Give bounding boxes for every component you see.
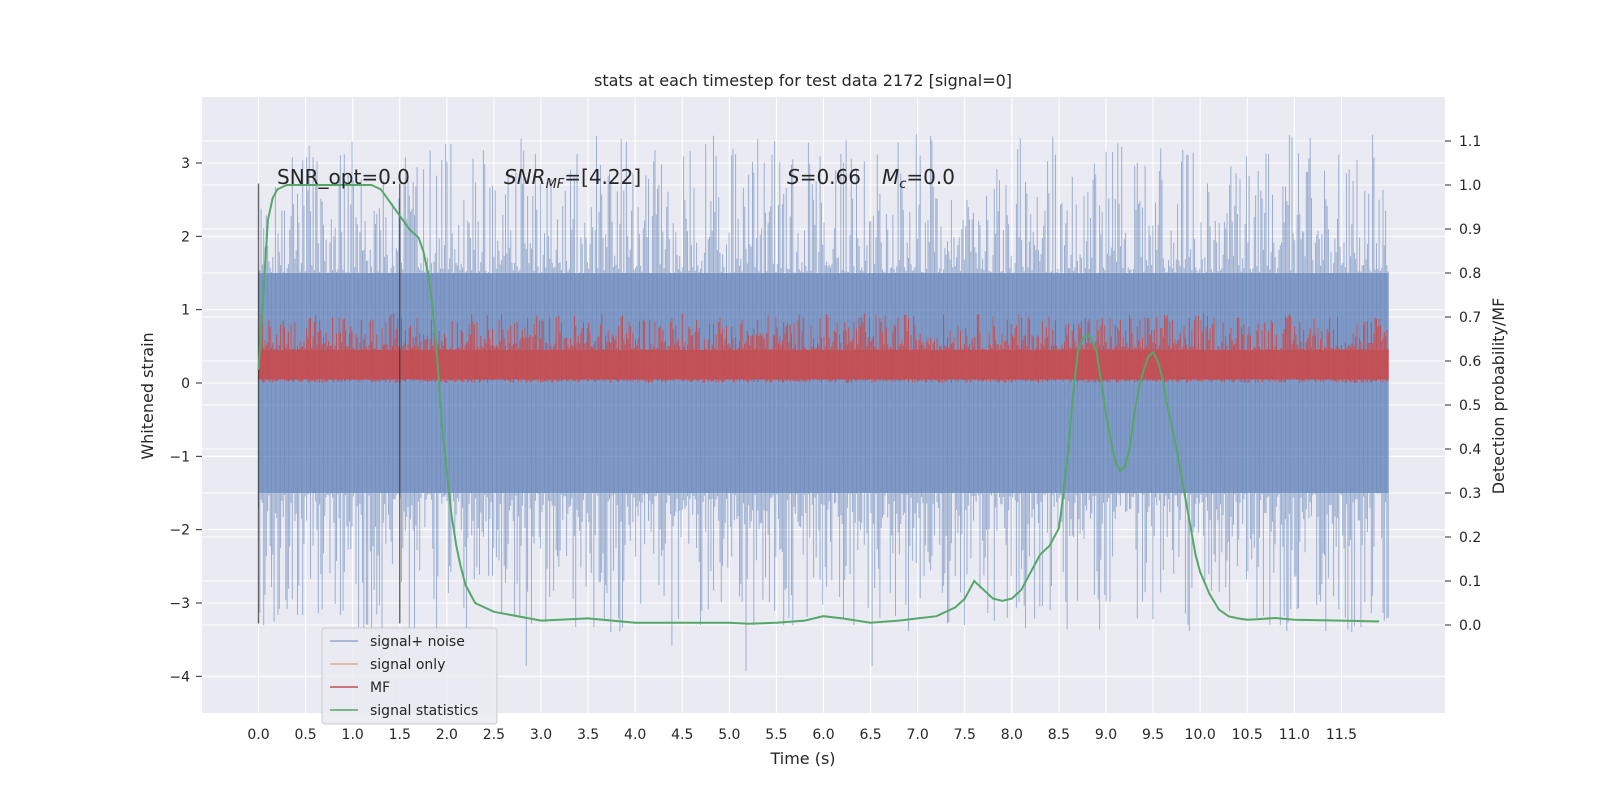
x-tick-label: 10.0: [1185, 727, 1216, 743]
annotation-snr-mf-value: =[4.22]: [564, 165, 641, 189]
x-tick-label: 8.0: [1001, 727, 1023, 743]
x-tick-label: 11.5: [1326, 727, 1357, 743]
y2-tick-label: 0.4: [1459, 442, 1481, 458]
x-tick-label: 1.5: [389, 727, 411, 743]
x-axis-label: Time (s): [769, 749, 835, 768]
x-tick-label: 9.5: [1142, 727, 1164, 743]
annotation-s: S=0.66: [787, 165, 861, 189]
x-tick-label: 0.0: [247, 727, 269, 743]
annotation-snr-opt: SNR_opt=0.0: [277, 165, 410, 189]
annotation-s-symbol: S: [787, 165, 800, 189]
x-tick-label: 5.5: [765, 727, 787, 743]
y2-tick-label: 1.0: [1459, 178, 1481, 194]
legend: signal+ noise signal only MF signal stat…: [321, 627, 498, 725]
y2-tick-label: 1.1: [1459, 134, 1481, 150]
y-tick-label: −1: [169, 449, 190, 465]
y-tick-label: −4: [169, 669, 190, 685]
annotation-mc-subscript: c: [899, 177, 906, 192]
x-tick-label: 3.0: [530, 727, 552, 743]
y2-tick-label: 0.0: [1459, 618, 1481, 634]
y-tick-label: 2: [181, 229, 190, 245]
legend-label-signal-statistics: signal statistics: [370, 703, 478, 719]
x-tick-label: 2.0: [436, 727, 458, 743]
x-tick-label: 2.5: [483, 727, 505, 743]
x-tick-label: 0.5: [294, 727, 316, 743]
x-tick-label: 8.5: [1048, 727, 1070, 743]
x-tick-label: 4.5: [671, 727, 693, 743]
y-tick-label: 0: [181, 376, 190, 392]
x-tick-label: 6.0: [812, 727, 834, 743]
x-tick-label: 9.0: [1095, 727, 1117, 743]
x-tick-label: 3.5: [577, 727, 599, 743]
annotation-mc-symbol: M: [882, 165, 899, 189]
chart-title: stats at each timestep for test data 217…: [594, 71, 1012, 90]
y2-tick-label: 0.2: [1459, 530, 1481, 546]
y2-tick-label: 0.7: [1459, 310, 1481, 326]
annotation-mc: Mc=0.0: [882, 165, 955, 192]
x-tick-label: 1.0: [342, 727, 364, 743]
y2-tick-label: 0.9: [1459, 222, 1481, 238]
x-tick-label: 4.0: [624, 727, 646, 743]
x-tick-label: 7.0: [907, 727, 929, 743]
y-axis-label: Whitened strain: [138, 332, 157, 459]
x-tick-label: 7.5: [954, 727, 976, 743]
x-tick-label: 6.5: [859, 727, 881, 743]
annotation-snr-mf-subscript: MF: [546, 177, 565, 192]
y2-tick-label: 0.6: [1459, 354, 1481, 370]
y-tick-label: −3: [169, 596, 190, 612]
annotation-s-value: =0.66: [800, 165, 861, 189]
tick-labels: 0.0 0.5 1.0 1.5 2.0 2.5 3.0 3.5 4.0 4.5 5.0 5.5 6.0 6…: [169, 134, 1481, 743]
series-signal-statistics-line: [257, 184, 1380, 625]
x-tick-label: 11.0: [1279, 727, 1310, 743]
annotation-snr-mf-symbol: SNR: [504, 165, 546, 189]
legend-label-signal-noise: signal+ noise: [370, 634, 465, 650]
y2-tick-label: 0.5: [1459, 398, 1481, 414]
annotation-snr-mf: SNRMF=[4.22]: [504, 165, 641, 192]
y-tick-label: 1: [181, 303, 190, 319]
x-tick-label: 10.5: [1232, 727, 1263, 743]
legend-label-mf: MF: [370, 680, 390, 696]
y2-tick-label: 0.1: [1459, 574, 1481, 590]
y-tick-label: 3: [181, 156, 190, 172]
y-tick-label: −2: [169, 523, 190, 539]
vertical-markers: [257, 183, 401, 624]
annotation-mc-value: =0.0: [906, 165, 955, 189]
y2-axis-label: Detection probability/MF: [1489, 298, 1508, 495]
y2-tick-label: 0.3: [1459, 486, 1481, 502]
legend-label-signal-only: signal only: [370, 657, 445, 673]
x-tick-label: 5.0: [718, 727, 740, 743]
legend-box: [321, 627, 498, 725]
y2-tick-label: 0.8: [1459, 266, 1481, 282]
